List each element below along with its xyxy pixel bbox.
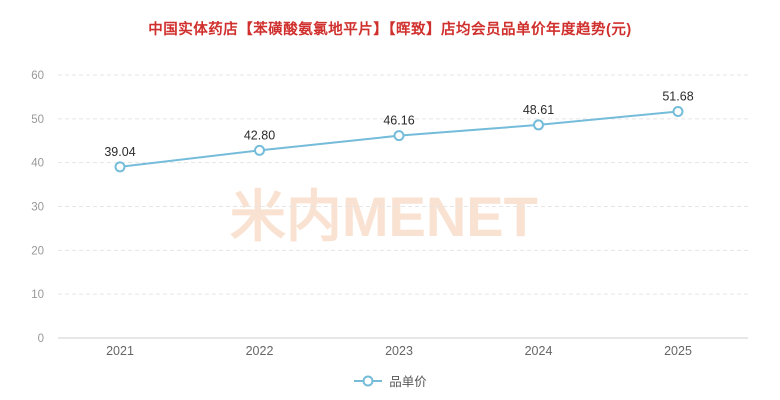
- svg-text:40: 40: [31, 158, 44, 170]
- legend-item[interactable]: 品单价: [0, 371, 780, 390]
- svg-text:42.80: 42.80: [244, 128, 275, 142]
- svg-text:60: 60: [31, 70, 44, 82]
- svg-text:2023: 2023: [385, 344, 413, 358]
- legend-label: 品单价: [389, 375, 427, 389]
- svg-text:10: 10: [31, 289, 44, 301]
- svg-text:48.61: 48.61: [523, 103, 554, 117]
- svg-text:50: 50: [31, 114, 44, 126]
- svg-text:20: 20: [31, 245, 44, 257]
- chart-title: 中国实体药店【苯磺酸氨氯地平片】【晖致】店均会员品单价年度趋势(元): [148, 22, 632, 38]
- svg-text:30: 30: [31, 202, 44, 214]
- svg-text:2021: 2021: [106, 344, 134, 358]
- svg-text:39.04: 39.04: [104, 145, 135, 159]
- svg-text:2025: 2025: [664, 344, 692, 358]
- legend-line-marker-icon: [354, 375, 383, 386]
- svg-text:51.68: 51.68: [662, 89, 693, 103]
- svg-text:2024: 2024: [525, 344, 553, 358]
- svg-text:2022: 2022: [246, 344, 274, 358]
- svg-text:46.16: 46.16: [383, 114, 414, 128]
- svg-text:0: 0: [38, 333, 44, 345]
